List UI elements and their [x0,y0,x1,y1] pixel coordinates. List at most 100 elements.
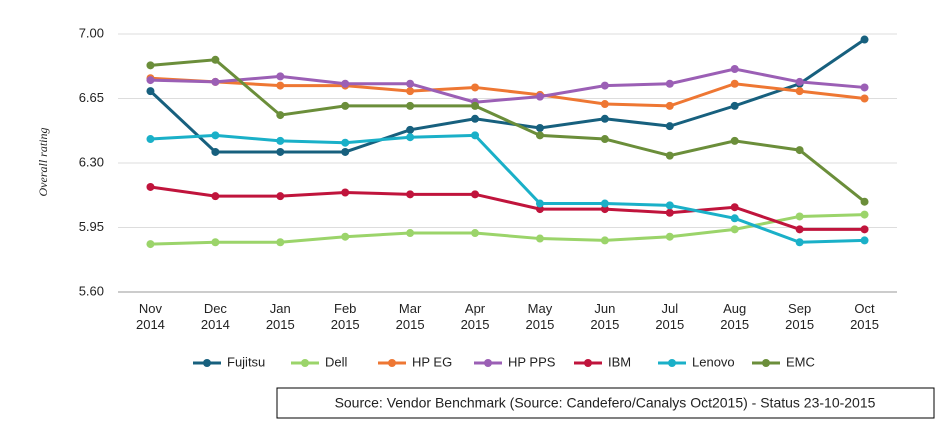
point [730,65,739,74]
point [471,131,480,140]
point [406,87,415,96]
point [535,199,544,208]
point [146,135,155,144]
point [795,212,804,221]
point [406,101,415,110]
point [406,79,415,88]
legend-marker [388,359,396,367]
point [535,234,544,243]
point [600,205,609,214]
point [406,229,415,238]
point [341,101,350,110]
y-tick-label: 6.65 [79,90,104,105]
point [730,214,739,223]
legend-marker [584,359,592,367]
point [665,232,674,241]
point [600,100,609,109]
x-tick-label: Jun 2015 [590,301,620,332]
point [471,190,480,199]
point [535,92,544,101]
point [146,76,155,85]
point [406,133,415,142]
x-tick-label: Oct 2015 [850,301,879,332]
point [211,55,220,64]
point [471,114,480,123]
point [211,238,220,247]
source-box [276,387,935,419]
point [730,101,739,110]
point [276,238,285,247]
point [406,190,415,199]
x-tick-label: Dec 2014 [200,301,230,332]
legend-label: Dell [325,354,348,369]
point [471,229,480,238]
legend-marker [203,359,211,367]
legend-marker [762,359,770,367]
point [860,94,869,103]
point [276,111,285,120]
point [211,147,220,156]
legend-label: Fujitsu [227,354,265,369]
series-line [149,38,866,154]
y-axis-label: Overall rating [36,128,50,197]
point [341,79,350,88]
point [146,87,155,96]
point [730,136,739,145]
point [341,232,350,241]
point [600,114,609,123]
point [860,83,869,92]
legend-label: Lenovo [692,354,735,369]
point [276,147,285,156]
point [860,225,869,234]
point [276,72,285,81]
point [795,146,804,155]
point [665,101,674,110]
point [730,225,739,234]
point [535,131,544,140]
x-tick-label: Feb 2015 [330,301,360,332]
series-line [150,213,865,246]
x-tick-label: Nov 2014 [135,301,165,332]
point [665,79,674,88]
x-tick-label: Mar 2015 [395,301,425,332]
point [406,125,415,134]
point [795,87,804,96]
point [535,205,544,214]
legend-marker [484,359,492,367]
x-tick-label: Aug 2015 [720,301,750,332]
y-tick-label: 6.30 [79,154,104,169]
point [795,77,804,86]
point [665,201,674,210]
x-tick-label: May 2015 [525,301,555,332]
series-line [150,76,865,108]
point [665,122,674,131]
y-tick-label: 5.60 [79,283,104,298]
point [276,81,285,90]
point [146,182,155,191]
legend-label: HP PPS [508,354,556,369]
point [535,123,544,132]
y-tick-label: 5.95 [79,219,104,234]
point [600,236,609,245]
source-text: Source: Vendor Benchmark (Source: Candef… [335,395,876,411]
point [730,203,739,212]
legend-marker [301,359,309,367]
point [860,210,869,219]
point [146,240,155,249]
point [146,61,155,70]
point [471,101,480,110]
x-tick-label: Apr 2015 [460,301,490,332]
point [860,236,869,245]
x-tick-label: Sep 2015 [785,301,815,332]
point [276,136,285,145]
legend-label: IBM [608,354,631,369]
x-tick-label: Jan 2015 [265,301,295,332]
point [795,238,804,247]
point [730,79,739,88]
point [276,192,285,201]
point [341,188,350,197]
series-line [150,133,865,244]
legend-marker [668,359,676,367]
